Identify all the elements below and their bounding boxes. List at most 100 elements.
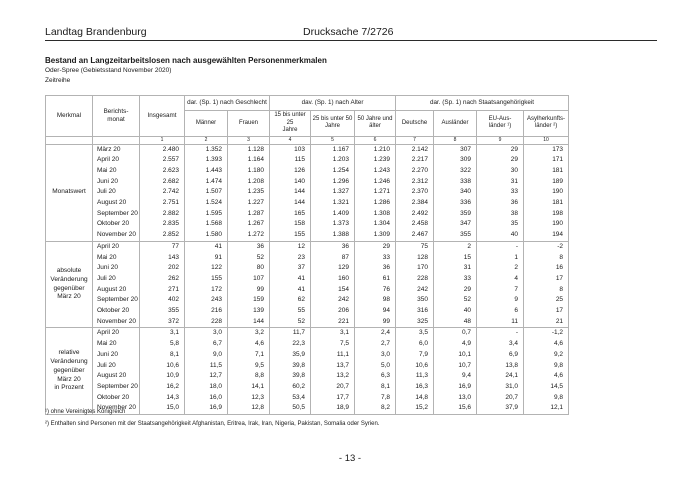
value-cell: 6,9 [476,349,525,361]
value-cell: 31 [476,176,525,188]
value-cell: 171 [523,155,570,166]
column-number: 3 [227,135,270,145]
value-cell: 3,0 [184,327,228,340]
value-cell: 1.409 [310,208,355,220]
value-cell: 35,9 [269,349,311,361]
value-cell: 39,8 [269,360,311,372]
value-cell: 347 [433,219,478,231]
col-header-50-und-aelter: 50 Jahre und älter [353,110,397,137]
value-cell: 25 [523,295,570,307]
table-row: Mai 20 5,8 6,7 4,6 22,3 7,5 2,7 6,0 4,9 3,4 4,6 [46,339,570,350]
value-cell: 206 [310,306,355,317]
value-cell: 29 [353,241,397,253]
value-cell: 40 [476,230,525,242]
value-cell: 38 [476,208,525,220]
table-row: Juli 20 2.742 1.507 1.235 144 1.327 1.271 2.370… [46,187,570,199]
value-cell: 16,3 [395,381,435,393]
value-cell: 1.167 [310,144,355,156]
value-cell: 11,3 [395,371,435,382]
value-cell: 12,3 [227,392,270,404]
value-cell: 2.835 [139,219,185,231]
value-cell: 8,2 [353,403,397,415]
value-cell: 202 [139,263,185,274]
month-cell: September 20 [92,295,140,307]
value-cell: 35 [476,219,525,231]
value-cell: - [476,327,525,340]
value-cell: 33 [433,273,478,285]
value-cell: 10,1 [433,349,478,361]
section-label: Monatswert [45,144,93,242]
value-cell: 9,0 [184,349,228,361]
header-group-row: Merkmal Berichts- monat Insgesamt dar. (… [45,95,570,137]
month-cell: November 20 [92,230,140,242]
value-cell: 316 [395,306,435,317]
table-row: Oktober 20 2.835 1.568 1.267 158 1.373 1.304 2.… [46,219,570,231]
value-cell: 1.443 [184,165,228,177]
value-cell: 29 [476,144,525,156]
value-cell: 80 [227,263,270,274]
value-cell: 165 [269,208,311,220]
value-cell: 13,0 [433,392,478,404]
month-cell: September 20 [92,208,140,220]
value-cell: 1.373 [310,219,355,231]
value-cell: 4,6 [523,371,570,382]
value-cell: 2,4 [353,327,397,340]
value-cell: 2.370 [395,187,435,199]
month-cell: Juli 20 [92,360,140,372]
statistics-table: Merkmal Berichts- monat Insgesamt dar. (… [45,95,570,415]
value-cell: 144 [269,198,311,209]
value-cell: 181 [523,198,570,209]
value-cell: 2 [433,241,478,253]
column-number-empty [92,135,140,145]
value-cell: 2.882 [139,208,185,220]
value-cell: 15,2 [395,403,435,415]
value-cell: 2,7 [353,339,397,350]
value-cell: 1.227 [227,198,270,209]
value-cell: 94 [353,306,397,317]
value-cell: 16,0 [184,392,228,404]
header-rule [45,40,657,41]
value-cell: 322 [433,165,478,177]
value-cell: 1.210 [353,144,397,156]
value-cell: 159 [227,295,270,307]
value-cell: 60,2 [269,381,311,393]
value-cell: 1.287 [227,208,270,220]
value-cell: 1.254 [310,165,355,177]
value-cell: 144 [227,316,270,328]
value-cell: 6,3 [353,371,397,382]
value-cell: 41 [184,241,228,253]
value-cell: 14,5 [523,381,570,393]
value-cell: 8,8 [227,371,270,382]
value-cell: 140 [269,176,311,188]
col-header-25-bis-50: 25 bis unter 50 Jahre [310,110,355,137]
col-header-insgesamt: Insgesamt [139,95,185,137]
value-cell: 16,9 [433,381,478,393]
value-cell: 126 [269,165,311,177]
value-cell: 4,6 [523,339,570,350]
value-cell: 8,1 [353,381,397,393]
value-cell: 1.180 [227,165,270,177]
value-cell: 194 [523,230,570,242]
document-title: Bestand an Langzeitarbeitslosen nach aus… [45,56,327,65]
value-cell: 9,8 [523,392,570,404]
value-cell: 1.208 [227,176,270,188]
column-number: 2 [184,135,228,145]
value-cell: 13,2 [310,371,355,382]
value-cell: 1.309 [353,230,397,242]
value-cell: 1.239 [353,155,397,166]
value-cell: 52 [433,295,478,307]
value-cell: 33 [353,252,397,264]
table-row: Mai 20 2.623 1.443 1.180 126 1.254 1.243 2.270 3… [46,165,570,177]
value-cell: 1.246 [353,176,397,188]
month-cell: März 20 [92,144,140,156]
value-cell: 3,0 [353,349,397,361]
value-cell: 1.308 [353,208,397,220]
value-cell: 11,5 [184,360,228,372]
month-cell: Oktober 20 [92,219,140,231]
value-cell: 10,9 [139,371,185,382]
value-cell: 242 [395,284,435,296]
value-cell: 340 [433,187,478,199]
table-row: September 20 2.882 1.595 1.287 165 1.409 1.308… [46,208,570,220]
value-cell: 52 [227,252,270,264]
value-cell: 99 [353,316,397,328]
